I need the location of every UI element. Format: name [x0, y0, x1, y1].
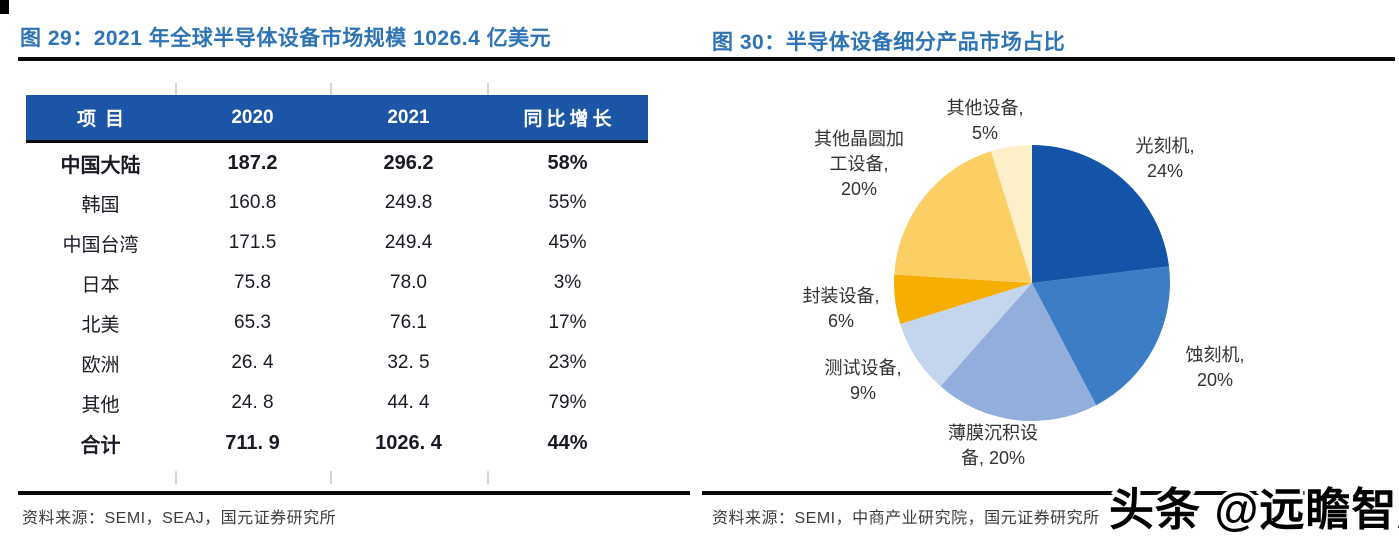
table-row: 合计 711. 9 1026. 4 44%: [26, 423, 648, 463]
figure-29-source: 资料来源：SEMI，SEAJ，国元证券研究所: [22, 510, 337, 527]
pie-label-other-wafer: 其他晶圆加 工设备, 20%: [814, 129, 904, 199]
table-cell: 249.4: [384, 232, 433, 253]
table-cell: 65.3: [234, 312, 271, 333]
market-size-table: 项目 2020 2021 同比增长 中国大陆 187.2 296.2 58% 韩国 160…: [26, 95, 648, 463]
table-cell: 249.8: [384, 192, 433, 213]
table-cell: 北美: [81, 314, 120, 336]
table-cell: 韩国: [81, 194, 120, 216]
table-cell: 17%: [548, 312, 587, 333]
table-cell: 76.1: [390, 312, 427, 333]
table-header-2021: 2021: [387, 106, 430, 128]
pie-label-testing: 测试设备, 9%: [824, 358, 902, 403]
table-cell: 23%: [548, 352, 587, 373]
table-row: 北美 65.3 76.1 17%: [26, 303, 648, 343]
table-cell: 45%: [548, 232, 587, 253]
table-header-row: 项目 2020 2021 同比增长: [26, 95, 648, 143]
table-cell: 26. 4: [231, 352, 274, 373]
figure-29-title: 图 29：2021 年全球半导体设备市场规模 1026.4 亿美元: [20, 27, 552, 50]
table-cell: 44. 4: [387, 392, 430, 413]
table-cell: 79%: [548, 392, 587, 413]
table-header-yoy: 同比增长: [523, 109, 616, 130]
table-cell: 中国台湾: [62, 234, 139, 256]
table-body: 中国大陆 187.2 296.2 58% 韩国 160.8 249.8 55% 中国台湾 171.…: [26, 143, 648, 463]
pie-label-etching: 蚀刻机, 20%: [1185, 345, 1245, 390]
figure-30-bottom-rule: [702, 491, 1394, 495]
table-cell: 中国大陆: [60, 154, 141, 177]
figure-29-bottom-rule: [18, 491, 690, 495]
table-cell: 44%: [547, 431, 588, 454]
table-row: 中国大陆 187.2 296.2 58%: [26, 143, 648, 183]
table-cell: 3%: [553, 272, 582, 293]
table-cell: 75.8: [234, 272, 271, 293]
table-row: 日本 75.8 78.0 3%: [26, 263, 648, 303]
table-cell: 其他: [81, 394, 120, 416]
pie-slice-封装设备: [893, 274, 1032, 325]
pie-slice-测试设备: [900, 283, 1032, 387]
pie-label-other-equipment: 其他设备, 5%: [946, 98, 1024, 143]
title-underline: [18, 57, 1395, 61]
table-cell: 711. 9: [225, 431, 280, 454]
table-row: 其他 24. 8 44. 4 79%: [26, 383, 648, 423]
figure-30-title: 图 30：半导体设备细分产品市场占比: [712, 31, 1066, 54]
table-row: 欧洲 26. 4 32. 5 23%: [26, 343, 648, 383]
grid-tick: [330, 471, 332, 484]
grid-tick: [330, 83, 332, 96]
pie-slice-光刻机: [1032, 145, 1169, 283]
grid-tick: [175, 471, 177, 484]
table-header-item: 项目: [76, 109, 133, 130]
table-cell: 1026. 4: [375, 431, 442, 454]
table-row: 中国台湾 171.5 249.4 45%: [26, 223, 648, 263]
pie-slice-其他设备: [990, 145, 1032, 283]
table-cell: 55%: [548, 192, 587, 213]
pie-slice-薄膜沉积设备: [940, 283, 1097, 421]
figure-30-source: 资料来源：SEMI，中商产业研究院，国元证券研究所: [712, 510, 1100, 527]
pie-chart-svg: [893, 145, 1170, 421]
pie-label-lithography: 光刻机, 24%: [1135, 136, 1195, 181]
pie-slice-其他晶圆加工设备: [894, 151, 1032, 283]
grid-tick: [487, 83, 489, 96]
grid-tick: [487, 471, 489, 484]
table-cell: 296.2: [383, 151, 434, 174]
pie-label-packaging: 封装设备, 6%: [802, 286, 880, 331]
table-cell: 160.8: [228, 192, 277, 213]
watermark-text: 头条 @远瞻智库: [1109, 484, 1399, 535]
table-cell: 187.2: [227, 151, 278, 174]
table-cell: 32. 5: [387, 352, 430, 373]
pie-slice-蚀刻机: [1032, 266, 1170, 406]
table-cell: 171.5: [228, 232, 277, 253]
table-cell: 58%: [547, 151, 588, 174]
table-cell: 合计: [80, 434, 121, 457]
table-cell: 欧洲: [81, 354, 120, 376]
watermark: 头条 @远瞻智库: [1106, 481, 1399, 539]
page-corner-mark: [0, 0, 9, 14]
pie-label-thin-film: 薄膜沉积设 备, 20%: [948, 423, 1038, 468]
table-header-2020: 2020: [231, 106, 274, 128]
table-cell: 78.0: [390, 272, 427, 293]
table-cell: 24. 8: [231, 392, 274, 413]
grid-tick: [175, 83, 177, 96]
table-cell: 日本: [81, 274, 120, 296]
table-row: 韩国 160.8 249.8 55%: [26, 183, 648, 223]
